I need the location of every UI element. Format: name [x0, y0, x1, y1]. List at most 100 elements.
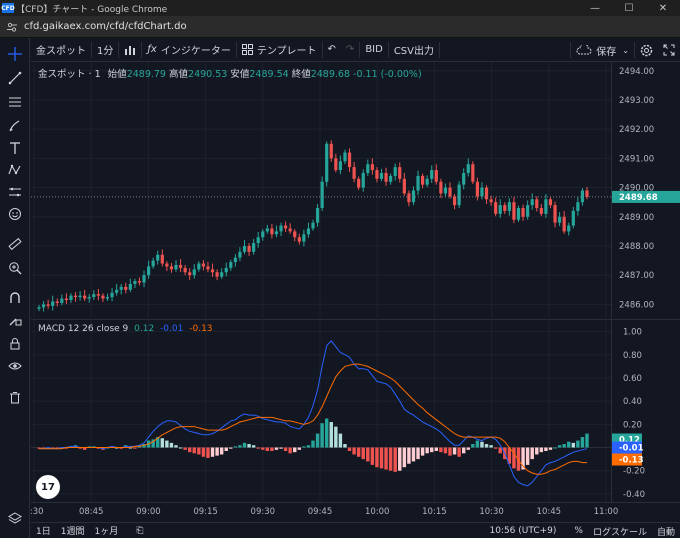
log-scale-toggle[interactable]: ログスケール — [592, 527, 647, 538]
toolbar-divider — [321, 41, 323, 58]
zoom-in-icon[interactable] — [5, 258, 25, 278]
macd-badge-label: -0.13 — [619, 456, 644, 466]
macd-tick-label: -0.40 — [623, 490, 645, 500]
lock-drawings-icon[interactable] — [5, 310, 25, 330]
window-controls: — ☐ ✕ — [578, 0, 680, 16]
tradingview-logo[interactable]: 17 — [36, 475, 60, 499]
undo-icon[interactable]: ↶ — [327, 44, 336, 55]
candle-body — [252, 243, 256, 252]
main-legend: 金スポット · 1 始値2489.79 高値2490.53 安値2489.54 … — [38, 66, 422, 80]
trend-line-icon[interactable] — [5, 68, 25, 88]
pattern-icon[interactable] — [5, 160, 25, 180]
close-icon[interactable]: ✕ — [658, 2, 668, 14]
maximize-icon[interactable]: ☐ — [624, 2, 634, 14]
candle-body — [580, 190, 585, 203]
indicators-button[interactable]: ƒx インジケーター — [142, 38, 235, 62]
last-price-label: 2489.68 — [619, 193, 658, 203]
macd-hist-bar — [356, 447, 361, 457]
candle-body — [183, 267, 187, 273]
candle-body — [133, 281, 137, 284]
macd-hist-bar — [242, 442, 247, 448]
trash-icon[interactable] — [5, 388, 25, 408]
address-bar[interactable]: cfd.gaikaex.com/cfd/cfdChart.do — [0, 16, 680, 38]
candle-body — [489, 199, 493, 203]
candle-body — [156, 254, 160, 261]
price-tick-label: 2488.00 — [619, 242, 654, 252]
eye-icon[interactable] — [5, 356, 25, 376]
brush-icon[interactable] — [5, 116, 25, 136]
layers-icon[interactable] — [5, 508, 25, 528]
settings-icon[interactable] — [635, 38, 658, 62]
compare-icon — [125, 45, 136, 55]
macd-hist-bar — [110, 446, 114, 448]
compare-button[interactable] — [119, 38, 141, 62]
lock-icon[interactable] — [5, 334, 25, 354]
price-tick-label: 2494.00 — [619, 67, 654, 77]
symbol-selector[interactable]: 金スポット — [36, 46, 86, 57]
chart-canvas[interactable]: 2486.00 2487.00 2488.00 2489.00 2490.00 2491.… — [24, 62, 680, 522]
macd-hist-bar — [288, 447, 292, 454]
candle-body — [115, 289, 119, 293]
toolbar-divider — [387, 41, 389, 58]
site-info-icon[interactable] — [6, 21, 18, 33]
candle-body — [480, 187, 484, 197]
magnet-icon[interactable] — [5, 288, 25, 308]
macd-hist-bar — [548, 447, 553, 450]
candle-body — [439, 181, 443, 194]
macd-hist-bar — [174, 445, 178, 448]
macd-hist-bar — [516, 447, 521, 471]
macd-hist-bar — [430, 447, 434, 453]
csv-export-button[interactable]: CSV出力 — [393, 46, 434, 57]
crosshair-icon[interactable] — [5, 44, 25, 64]
macd-hist-bar — [576, 440, 580, 448]
macd-hist-bar — [425, 447, 429, 454]
horizontal-lines-icon[interactable] — [5, 92, 25, 112]
legend-high: 2490.53 — [188, 69, 228, 80]
legend-symbol: 金スポット — [38, 69, 86, 80]
range-1m-button[interactable]: 1ヶ月 — [94, 527, 119, 537]
range-1w-button[interactable]: 1週間 — [60, 527, 85, 537]
text-tool-icon[interactable] — [5, 138, 25, 158]
toolbar-divider — [235, 41, 237, 58]
price-tick-label: 2486.00 — [619, 300, 654, 310]
candle-body — [507, 202, 511, 211]
legend-interval: 1 — [94, 69, 101, 80]
candle-body — [147, 266, 151, 276]
time-tick-label: 10:30 — [479, 507, 504, 517]
macd-hist-bar — [416, 447, 420, 460]
bid-button[interactable]: BID — [365, 44, 383, 55]
candle-body — [512, 202, 516, 220]
macd-hist-bar — [293, 447, 297, 453]
cloud-icon — [576, 45, 592, 55]
price-tick-label: 2489.00 — [619, 213, 654, 223]
emoji-icon[interactable] — [5, 204, 25, 224]
minimize-icon[interactable]: — — [590, 2, 600, 14]
macd-hist-bar — [379, 447, 384, 469]
candle-body — [288, 228, 292, 232]
goto-date-icon[interactable]: ⎗ — [136, 525, 144, 536]
candle-body — [516, 208, 521, 220]
url-text[interactable]: cfd.gaikaex.com/cfd/cfdChart.do — [24, 21, 187, 32]
macd-hist-bar — [169, 442, 174, 448]
candle-body — [393, 167, 397, 176]
chart-grid — [31, 62, 680, 503]
measure-icon[interactable] — [5, 182, 25, 202]
clock-time[interactable]: 10:56 (UTC+9) — [489, 526, 557, 536]
macd-tick-label: -0.20 — [623, 467, 645, 477]
chart-area[interactable]: 2486.00 2487.00 2488.00 2489.00 2490.00 2491.… — [24, 62, 680, 522]
fullscreen-icon[interactable] — [658, 38, 680, 62]
interval-selector[interactable]: 1分 — [97, 46, 114, 57]
candle-body — [558, 216, 562, 223]
redo-icon[interactable]: ↷ — [345, 44, 355, 55]
candle-body — [92, 294, 96, 298]
candle-body — [96, 294, 100, 296]
save-button[interactable]: 保存 ⌄ — [571, 38, 634, 62]
range-1d-button[interactable]: 1日 — [36, 527, 51, 537]
auto-scale-toggle[interactable]: 自動 — [656, 527, 675, 538]
templates-button[interactable]: テンプレート — [237, 38, 322, 62]
toolbar-divider — [141, 41, 143, 58]
macd-hist-bar — [156, 437, 160, 448]
ruler-icon[interactable] — [5, 234, 25, 254]
percent-toggle[interactable]: % — [574, 526, 583, 536]
candle-body — [571, 210, 575, 226]
